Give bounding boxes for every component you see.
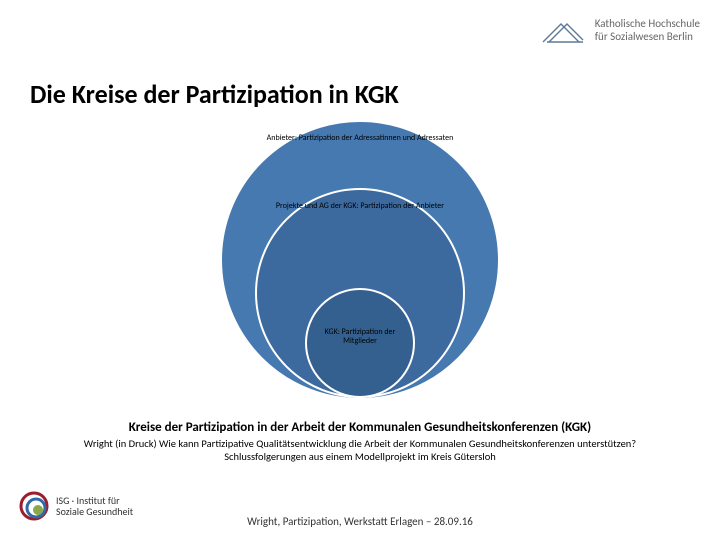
header-logo-line2: für Sozialwesen Berlin (595, 30, 700, 43)
footer: ISG · Institut für Soziale Gesundheit Wr… (0, 482, 720, 532)
caption-sub: Wright (in Druck) Wie kann Partizipative… (50, 437, 670, 463)
circle-outer-label: Anbieter: Partizipation der Adressatinne… (222, 134, 498, 143)
caption-title: Kreise der Partizipation in der Arbeit d… (50, 420, 670, 435)
footer-logo: ISG · Institut für Soziale Gesundheit (18, 490, 133, 522)
footer-logo-text: ISG · Institut für Soziale Gesundheit (56, 495, 133, 518)
header-logo: Katholische Hochschule für Sozialwesen B… (539, 12, 700, 48)
footer-center-text: Wright, Partizipation, Werkstatt Erlagen… (247, 515, 473, 528)
circle-inner-label: KGK: Partizipation der Mitglieder (307, 328, 413, 346)
caption-block: Kreise der Partizipation in der Arbeit d… (50, 420, 670, 463)
page-title: Die Kreise der Partizipation in KGK (30, 78, 399, 110)
isg-icon (18, 490, 50, 522)
header-logo-text: Katholische Hochschule für Sozialwesen B… (595, 17, 700, 43)
header-logo-line1: Katholische Hochschule (595, 17, 700, 30)
circle-middle-label: Projekte und AG der KGK: Partizipation d… (257, 202, 463, 211)
nested-circles-diagram: Anbieter: Partizipation der Adressatinne… (220, 120, 500, 400)
khsb-icon (539, 12, 587, 48)
footer-logo-line2: Soziale Gesundheit (56, 506, 133, 518)
circle-inner: KGK: Partizipation der Mitglieder (305, 288, 415, 398)
